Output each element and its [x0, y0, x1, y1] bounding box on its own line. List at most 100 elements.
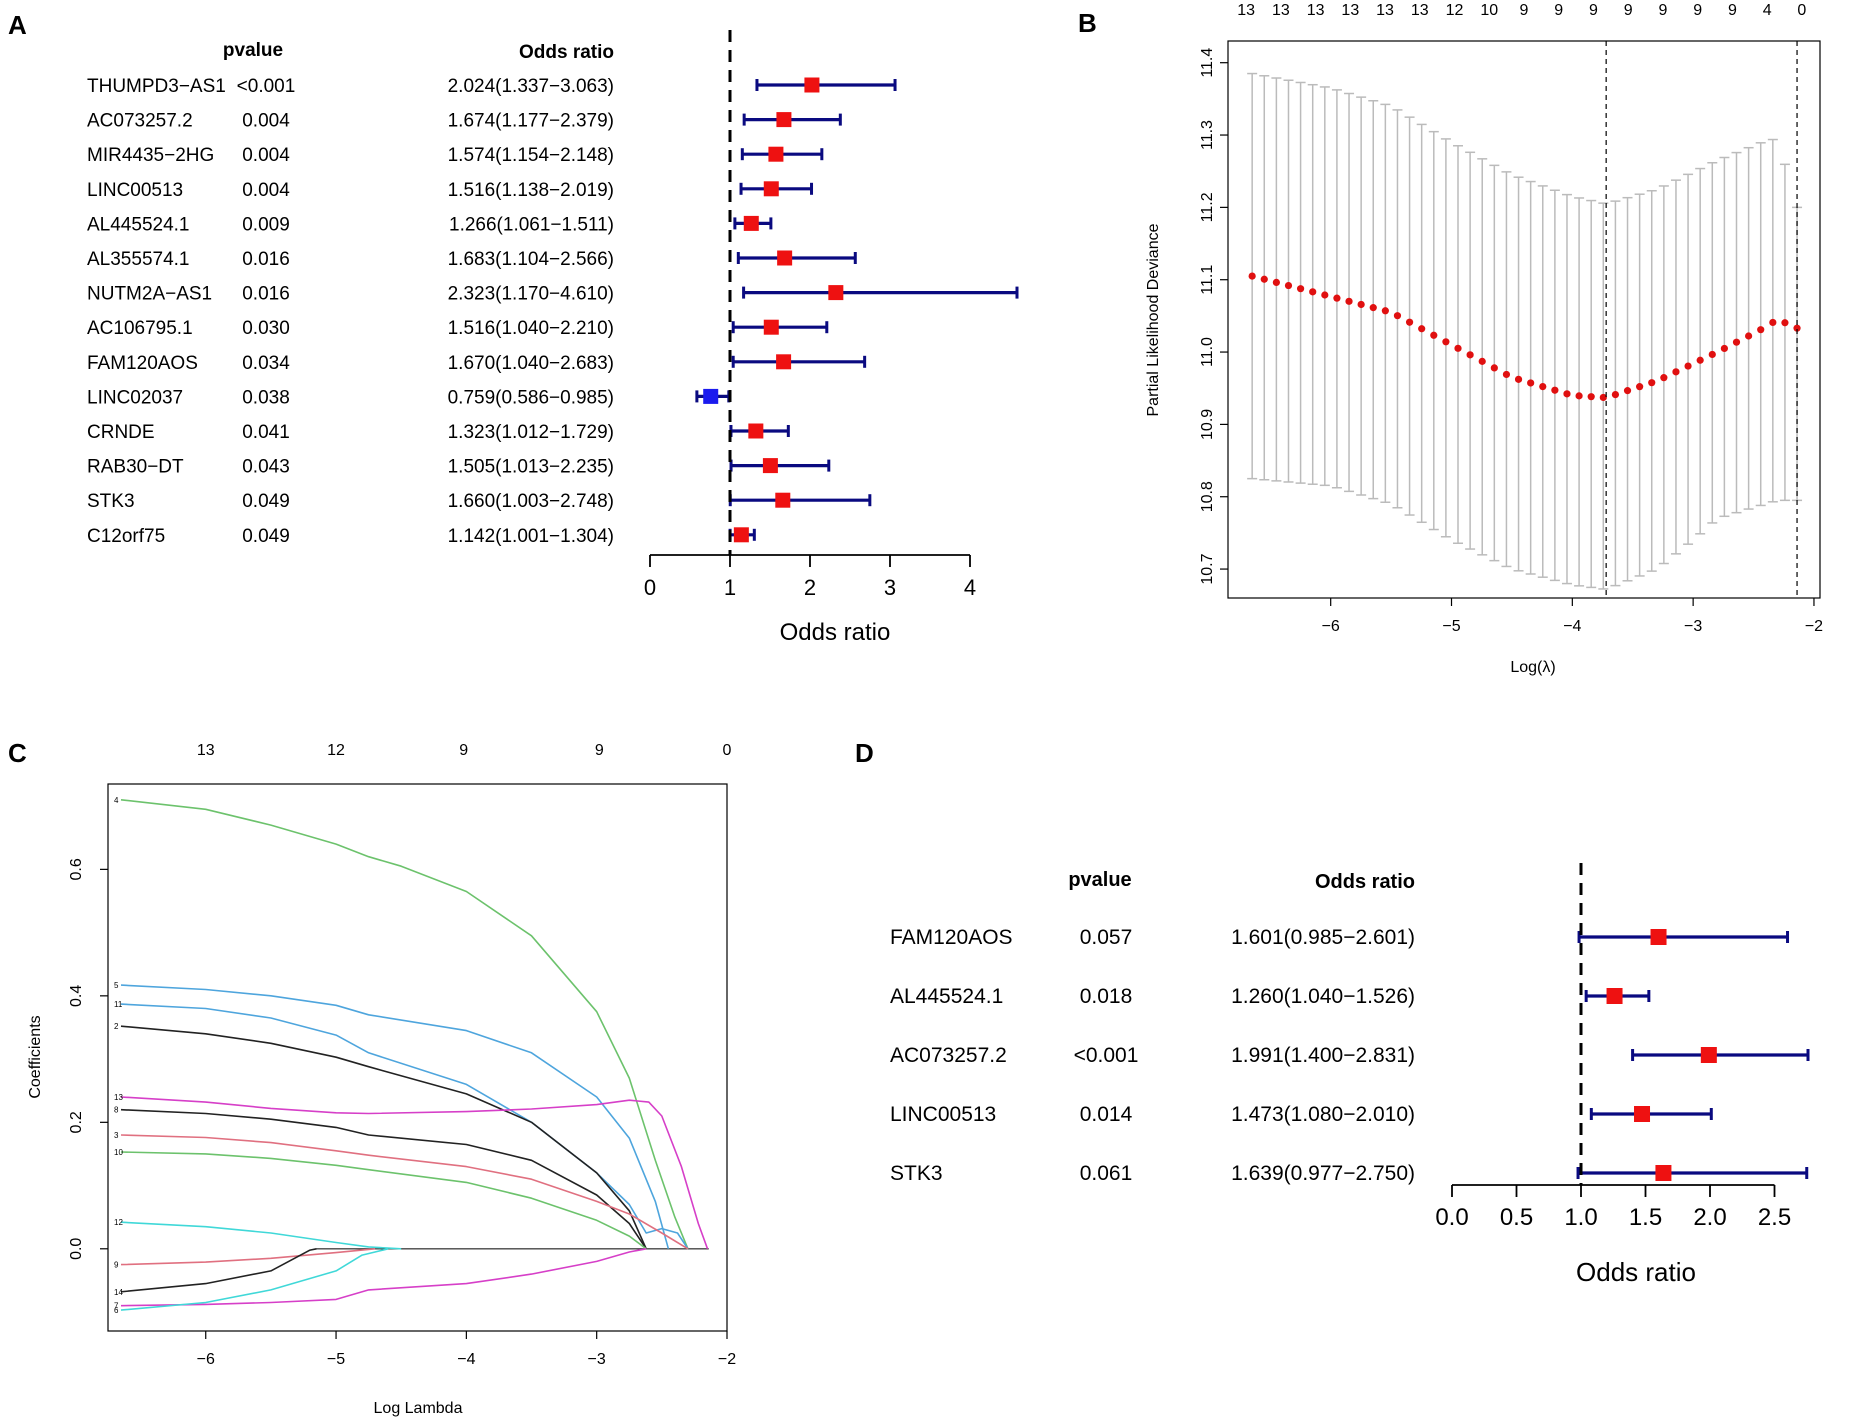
cv-mean-point: [1757, 326, 1765, 334]
c-x-tick-label: −4: [457, 1351, 475, 1368]
odds-ratio-point: [828, 285, 844, 301]
pvalue-text: 0.018: [1080, 985, 1133, 1008]
b-top-count-label: 12: [1446, 2, 1464, 19]
cv-mean-point: [1393, 312, 1402, 320]
b-y-tick-label: 10.9: [1199, 409, 1216, 440]
cv-mean-point: [1478, 357, 1486, 365]
gene-label: THUMPD3−AS1: [87, 76, 226, 97]
a-or-header: Odds ratio: [519, 42, 614, 63]
pvalue-text: 0.004: [242, 111, 290, 132]
pvalue-text: <0.001: [1074, 1044, 1139, 1067]
b-x-tick-label: −6: [1322, 618, 1340, 635]
odds-ratio-text: 1.266(1.061−1.511): [449, 214, 614, 235]
coefficient-path: [120, 1025, 647, 1250]
odds-ratio-text: 1.323(1.012−1.729): [448, 422, 614, 443]
gene-label: AC073257.2: [890, 1044, 1007, 1067]
odds-ratio-point: [762, 458, 778, 474]
odds-ratio-text: 1.142(1.001−1.304): [448, 526, 614, 547]
gene-label: AL445524.1: [87, 214, 190, 235]
pvalue-text: 0.014: [1080, 1103, 1133, 1126]
x-tick-label: 4: [964, 575, 976, 600]
cv-mean-point: [1793, 324, 1801, 332]
coefficient-label: 12: [114, 1218, 123, 1227]
x-tick-label: 1: [724, 575, 736, 600]
odds-ratio-point: [733, 527, 749, 543]
coefficient-path: [120, 984, 670, 1250]
odds-ratio-point: [776, 354, 792, 370]
cv-mean-point: [1708, 350, 1716, 359]
gene-label: FAM120AOS: [87, 353, 198, 374]
pvalue-text: 0.034: [242, 353, 290, 374]
coefficient-label: 10: [114, 1148, 123, 1157]
gene-label: STK3: [87, 491, 135, 512]
odds-ratio-text: 1.639(0.977−2.750): [1231, 1162, 1415, 1185]
b-top-count-label: 13: [1341, 2, 1359, 19]
c-plot-frame: [107, 783, 728, 1332]
odds-ratio-point: [1650, 929, 1667, 945]
b-x-tick-label: −2: [1805, 618, 1823, 635]
c-x-tick-label: −3: [588, 1351, 606, 1368]
c-y-axis-label: Coefficients: [27, 1015, 44, 1098]
cv-mean-point: [1405, 318, 1414, 326]
coefficient-path: [120, 1096, 709, 1250]
b-top-count-label: 4: [1763, 2, 1772, 19]
odds-ratio-point: [775, 492, 791, 508]
odds-ratio-text: 1.574(1.154−2.148): [448, 145, 614, 166]
odds-ratio-text: 1.660(1.003−2.748): [448, 491, 614, 512]
pvalue-text: 0.057: [1080, 926, 1133, 949]
cv-mean-point: [1684, 362, 1692, 370]
a-pvalue-header: pvalue: [223, 40, 283, 61]
pvalue-text: 0.041: [242, 422, 290, 443]
odds-ratio-text: 1.601(0.985−2.601): [1231, 926, 1415, 949]
coefficient-label: 9: [114, 1261, 119, 1270]
cv-mean-point: [1732, 338, 1741, 346]
cv-mean-point: [1599, 393, 1607, 402]
cv-mean-point: [1490, 364, 1498, 372]
panel-b-cv-plot: B −6 −5 −4 −3 −2 10.7 10.8 10.9 11.0 11.1 11.2 11.3…: [1078, 2, 1823, 676]
cv-mean-point: [1587, 393, 1595, 401]
c-y-tick-label: 0.2: [68, 1111, 85, 1133]
coefficient-label: 4: [114, 796, 119, 805]
cv-mean-point: [1696, 356, 1704, 364]
pvalue-text: 0.004: [242, 180, 290, 201]
b-x-tick-label: −5: [1442, 618, 1460, 635]
d-pvalue-header: pvalue: [1068, 869, 1131, 891]
cv-mean-point: [1575, 392, 1583, 400]
b-top-count-label: 13: [1411, 2, 1429, 19]
cv-mean-point: [1418, 325, 1426, 333]
odds-ratio-point: [763, 319, 779, 335]
pvalue-text: <0.001: [237, 76, 296, 97]
pvalue-text: 0.049: [242, 491, 290, 512]
odds-ratio-text: 1.516(1.040−2.210): [448, 318, 614, 339]
x-tick-label: 3: [884, 575, 896, 600]
odds-ratio-text: 2.323(1.170−4.610): [448, 284, 614, 305]
b-top-count-label: 9: [1589, 2, 1598, 19]
x-tick-label: 1.5: [1629, 1204, 1662, 1231]
gene-label: LINC00513: [87, 180, 183, 201]
pvalue-text: 0.038: [242, 387, 290, 408]
cv-mean-point: [1527, 379, 1535, 387]
coefficient-path: [120, 1134, 689, 1250]
b-top-count-label: 13: [1307, 2, 1325, 19]
gene-label: RAB30−DT: [87, 457, 184, 478]
x-tick-label: 2.0: [1693, 1204, 1726, 1231]
b-y-tick-label: 10.7: [1199, 553, 1216, 584]
b-top-count-label: 13: [1376, 2, 1394, 19]
panel-c-label: C: [8, 738, 27, 768]
panel-d-forest-plot: D pvalue Odds ratio FAM120AOS 0.057 1.601(…: [855, 738, 1810, 1287]
cv-mean-point: [1272, 278, 1280, 287]
odds-ratio-text: 1.683(1.104−2.566): [448, 249, 614, 270]
coefficient-path: [120, 1151, 647, 1250]
coefficient-path: [120, 1003, 689, 1250]
panel-d-label: D: [855, 738, 874, 768]
cv-mean-point: [1260, 275, 1268, 283]
b-top-count-label: 9: [1658, 2, 1667, 19]
pvalue-text: 0.016: [242, 249, 290, 270]
b-y-tick-label: 10.8: [1199, 481, 1216, 512]
coefficient-path: [120, 1108, 647, 1250]
panel-a-forest-plot: A pvalue Odds ratio THUMPD3−AS1 <0.001 2.0…: [8, 10, 1019, 646]
gene-label: NUTM2A−AS1: [87, 284, 212, 305]
c-top-count-label: 13: [197, 742, 215, 759]
odds-ratio-point: [763, 181, 779, 197]
